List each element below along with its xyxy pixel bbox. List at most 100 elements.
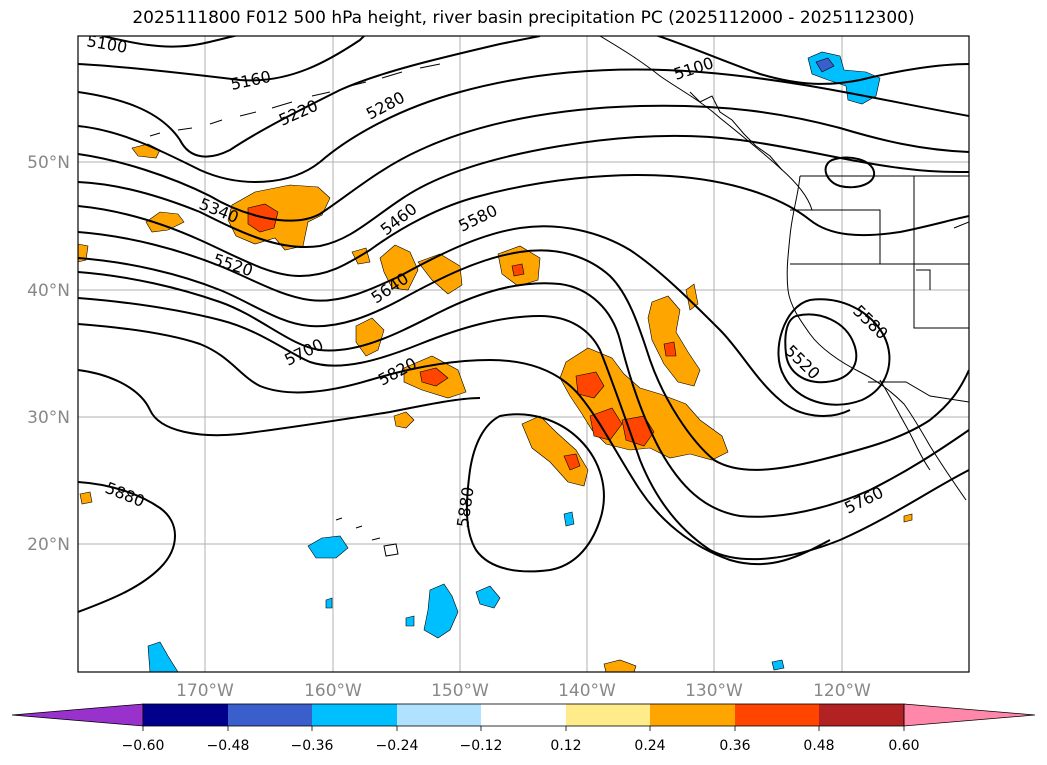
colorbar-frame xyxy=(142,703,905,727)
patch-orange-aleutian xyxy=(227,184,331,251)
precip-negative-patches xyxy=(147,51,881,672)
colorbar-tick-label: −0.60 xyxy=(122,738,165,754)
contour-5460 xyxy=(78,174,969,278)
coast-us-west xyxy=(786,175,967,501)
patch-cyan-south-2 xyxy=(475,585,501,609)
lon-label-170w: 170°W xyxy=(176,681,234,701)
colorbar-segment xyxy=(143,704,228,726)
coast-bc-islands xyxy=(689,91,783,171)
colorbar-segment xyxy=(819,704,904,726)
patch-red-mid-5 xyxy=(419,367,449,387)
contour-5100-east xyxy=(655,36,969,85)
lat-label-30n: 30°N xyxy=(27,408,70,428)
contour-5760 xyxy=(78,323,831,566)
patch-cyan-south-3 xyxy=(147,641,179,672)
contour-5580 xyxy=(78,249,969,471)
patch-cyan-south-1 xyxy=(423,583,459,639)
height-contours xyxy=(78,36,969,613)
contour-5400-low xyxy=(824,156,876,189)
colorbar-tick-label: −0.36 xyxy=(291,738,334,754)
colorbar-tick-label: −0.12 xyxy=(460,738,503,754)
border-state-2 xyxy=(790,209,881,264)
colorbar-segment xyxy=(312,704,397,726)
patch-orange-small-6 xyxy=(79,491,93,505)
colorbar-tick-label: 0.24 xyxy=(634,738,665,754)
colorbar-segment xyxy=(903,703,1036,727)
contour-5400 xyxy=(78,134,969,248)
coast-alaska xyxy=(599,36,813,211)
chart-title: 2025111800 F012 500 hPa height, river ba… xyxy=(132,8,915,28)
lon-label-140w: 140°W xyxy=(558,681,616,701)
contour-5640 xyxy=(78,271,969,518)
patch-red-main-3 xyxy=(621,415,655,447)
coastlines xyxy=(149,36,969,557)
contour-label: 5100 xyxy=(85,31,128,57)
border-state-5 xyxy=(953,221,969,229)
map-background xyxy=(78,36,969,672)
colorbar-tick-label: 0.60 xyxy=(888,738,919,754)
patch-cyan-small-1 xyxy=(563,511,575,527)
patch-blue-northeast xyxy=(815,57,835,73)
map-frame xyxy=(77,35,970,673)
patch-orange-small-1 xyxy=(145,211,185,233)
colorbar-segment xyxy=(566,704,650,726)
contour-5520 xyxy=(78,225,851,417)
patch-orange-small-4 xyxy=(393,411,415,429)
contour-5580-low xyxy=(784,313,858,384)
colorbar-segment xyxy=(11,703,144,727)
contour-5340 xyxy=(78,104,969,222)
contour-5160 xyxy=(78,36,366,82)
contour-5880-west xyxy=(78,481,176,613)
lat-label-50n: 50°N xyxy=(27,153,70,173)
precip-positive-patches xyxy=(78,143,913,672)
patch-red-southwest xyxy=(563,453,581,471)
colorbar-ticks xyxy=(142,726,905,731)
contour-5520-low xyxy=(777,298,891,406)
longitude-labels: 170°W 160°W 150°W 140°W 130°W 120°W xyxy=(176,681,871,701)
lat-label-20n: 20°N xyxy=(27,535,70,555)
contour-5100-west xyxy=(98,36,239,48)
patch-orange-small-7 xyxy=(903,513,913,523)
patch-red-mid-3 xyxy=(511,263,525,277)
colorbar-segment xyxy=(228,704,312,726)
patch-orange-east-2 xyxy=(685,283,699,311)
coast-aleutians xyxy=(149,63,441,137)
colorbar: −0.60 −0.48 −0.36 −0.24 −0.12 0.12 0.24 … xyxy=(11,703,1036,754)
patch-cyan-small-3 xyxy=(771,659,785,671)
lat-label-40n: 40°N xyxy=(27,281,70,301)
colorbar-tick-label: −0.24 xyxy=(376,738,419,754)
contour-5220 xyxy=(78,36,541,158)
colorbar-segment xyxy=(735,704,819,726)
patch-cyan-hawaii xyxy=(307,535,349,559)
lon-label-120w: 120°W xyxy=(813,681,871,701)
patch-red-main-1 xyxy=(575,371,605,399)
colorbar-tick-label: −0.48 xyxy=(207,738,250,754)
patch-orange-south-edge xyxy=(603,659,637,672)
colorbar-segment xyxy=(650,704,735,726)
border-state-3 xyxy=(913,176,969,329)
patch-red-east-1 xyxy=(663,341,677,357)
patch-cyan-small-4 xyxy=(325,597,333,609)
border-state-4 xyxy=(916,269,931,290)
contour-5700 xyxy=(78,297,969,561)
patch-orange-east-1 xyxy=(647,295,701,387)
lon-label-130w: 130°W xyxy=(685,681,743,701)
patch-red-main-2 xyxy=(589,407,623,441)
colorbar-tick-label: 0.12 xyxy=(550,738,581,754)
colorbar-segment xyxy=(397,704,481,726)
contour-5880-closed xyxy=(465,413,605,573)
patch-orange-mid-2 xyxy=(417,253,463,295)
lon-label-160w: 160°W xyxy=(304,681,362,701)
colorbar-tick-label: 0.36 xyxy=(719,738,750,754)
contour-5280 xyxy=(78,68,969,183)
colorbar-tick-label: 0.48 xyxy=(803,738,834,754)
patch-cyan-small-2 xyxy=(405,615,415,627)
border-us-mexico xyxy=(868,381,969,403)
colorbar-segment xyxy=(481,704,566,726)
lon-label-150w: 150°W xyxy=(431,681,489,701)
coast-hawaii xyxy=(335,517,399,557)
patch-orange-mid-1 xyxy=(379,244,419,291)
contour-5820 xyxy=(78,369,481,437)
latitude-labels: 50°N 40°N 30°N 20°N xyxy=(27,153,70,555)
